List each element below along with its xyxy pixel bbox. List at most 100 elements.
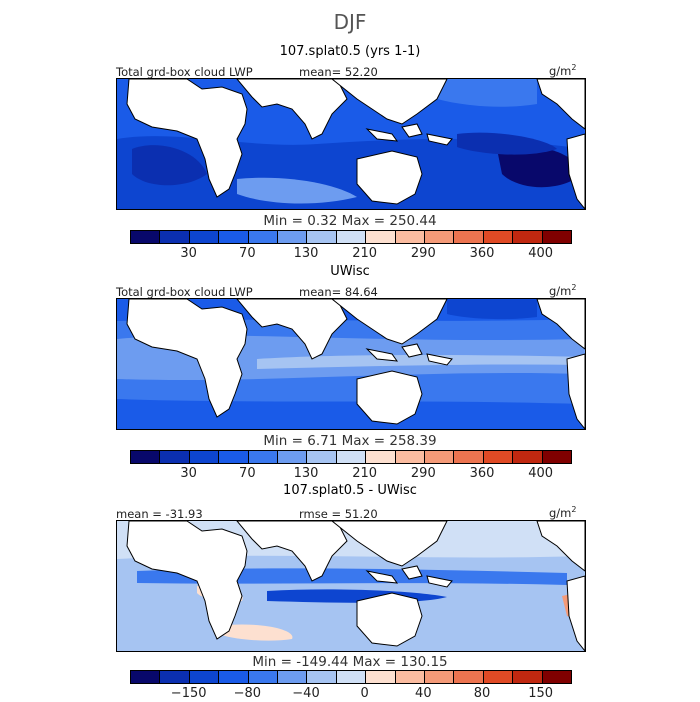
panel-2-ticks: 30 70 130 210 290 360 400 bbox=[130, 466, 570, 482]
land-outline bbox=[401, 343, 423, 358]
colorbar-tick-label: 210 bbox=[352, 246, 378, 261]
panel-1-ticks: 30 70 130 210 290 360 400 bbox=[130, 246, 570, 262]
panel-3-units: g/m2 bbox=[549, 505, 577, 520]
colorbar-swatch bbox=[219, 231, 249, 243]
colorbar-swatch bbox=[189, 231, 220, 243]
colorbar-tick-label: 360 bbox=[469, 246, 495, 261]
panel-1-field-label: Total grd-box cloud LWP bbox=[116, 65, 253, 79]
colorbar-swatch bbox=[513, 671, 543, 683]
colorbar-swatch bbox=[483, 231, 514, 243]
colorbar-swatch bbox=[336, 671, 367, 683]
colorbar-swatch bbox=[483, 671, 514, 683]
land-outline bbox=[566, 133, 585, 209]
land-outline bbox=[365, 128, 399, 142]
colorbar-swatch bbox=[131, 671, 161, 683]
land-outline bbox=[426, 575, 453, 588]
colorbar-swatch bbox=[454, 451, 484, 463]
colorbar-swatch bbox=[336, 231, 367, 243]
colorbar-swatch bbox=[307, 671, 337, 683]
colorbar-swatch bbox=[454, 231, 484, 243]
colorbar-tick-label: 400 bbox=[528, 246, 554, 261]
land-outline bbox=[236, 299, 348, 360]
colorbar-swatch bbox=[395, 231, 426, 243]
field-contour bbox=[137, 568, 567, 585]
land-outline bbox=[365, 570, 399, 584]
colorbar-swatch bbox=[248, 451, 279, 463]
land-outline bbox=[401, 565, 423, 580]
land-outline bbox=[566, 575, 585, 651]
colorbar-swatch bbox=[219, 671, 249, 683]
panel-1-map bbox=[116, 78, 586, 210]
land-outline bbox=[426, 353, 453, 366]
panel-3-map bbox=[116, 520, 586, 652]
colorbar-tick-label: 130 bbox=[293, 466, 319, 481]
field-contour bbox=[447, 299, 537, 320]
colorbar-tick-label: 290 bbox=[410, 246, 436, 261]
colorbar-tick-label: −150 bbox=[170, 686, 207, 701]
panel-2-units: g/m2 bbox=[549, 283, 577, 298]
colorbar-swatch bbox=[189, 671, 220, 683]
field-contour bbox=[497, 145, 583, 188]
colorbar-swatch bbox=[425, 451, 455, 463]
colorbar-tick-label: 290 bbox=[410, 466, 436, 481]
colorbar-swatch bbox=[425, 671, 455, 683]
land-outline bbox=[426, 133, 453, 146]
field-contour bbox=[237, 177, 357, 204]
panel-3-rmse: rmse = 51.20 bbox=[299, 507, 378, 521]
land-outline bbox=[356, 150, 423, 205]
land-outline bbox=[356, 592, 423, 647]
panel-1-mean: mean= 52.20 bbox=[299, 65, 378, 79]
colorbar-swatch bbox=[483, 451, 514, 463]
panel-1-units: g/m2 bbox=[549, 63, 577, 78]
field-contour bbox=[457, 132, 557, 155]
colorbar-swatch bbox=[219, 451, 249, 463]
colorbar-swatch bbox=[131, 231, 161, 243]
colorbar-tick-label: 70 bbox=[239, 466, 256, 481]
land-outline bbox=[331, 299, 448, 345]
colorbar-swatch bbox=[542, 671, 572, 683]
panel-3-title: 107.splat0.5 - UWisc bbox=[283, 483, 417, 498]
land-outline bbox=[126, 79, 248, 198]
colorbar-swatch bbox=[160, 671, 190, 683]
land-outline bbox=[536, 79, 585, 130]
field-contour bbox=[257, 354, 585, 369]
land-outline bbox=[356, 370, 423, 425]
land-outline bbox=[236, 521, 348, 582]
colorbar-tick-label: 40 bbox=[415, 686, 432, 701]
land-outline bbox=[365, 348, 399, 362]
colorbar-swatch bbox=[366, 671, 396, 683]
field-contour bbox=[132, 145, 207, 186]
colorbar-tick-label: 80 bbox=[473, 686, 491, 701]
colorbar-swatch bbox=[278, 451, 308, 463]
colorbar-swatch bbox=[395, 451, 426, 463]
panel-2-field-label: Total grd-box cloud LWP bbox=[116, 285, 253, 299]
panel-1-title: 107.splat0.5 (yrs 1-1) bbox=[279, 44, 421, 59]
colorbar-swatch bbox=[278, 231, 308, 243]
colorbar-swatch bbox=[160, 231, 190, 243]
colorbar-swatch bbox=[454, 671, 484, 683]
panel-3-ticks: −150 −80 −40 0 40 80 150 bbox=[130, 686, 570, 702]
field-contour bbox=[117, 399, 585, 429]
panel-1-minmax: Min = 0.32 Max = 250.44 bbox=[263, 213, 437, 229]
panel-3-mean: mean = -31.93 bbox=[116, 507, 203, 521]
colorbar-swatch bbox=[307, 451, 337, 463]
land-outline bbox=[401, 123, 423, 138]
colorbar-tick-label: 130 bbox=[293, 246, 319, 261]
colorbar-swatch bbox=[307, 231, 337, 243]
season-title: DJF bbox=[333, 10, 367, 34]
land-outline bbox=[331, 79, 448, 125]
colorbar-tick-label: 30 bbox=[180, 466, 197, 481]
land-outline bbox=[236, 79, 348, 140]
land-outline bbox=[536, 521, 585, 572]
panel-3-minmax: Min = -149.44 Max = 130.15 bbox=[252, 654, 448, 670]
colorbar-swatch bbox=[395, 671, 426, 683]
panel-2-map bbox=[116, 298, 586, 430]
panel-2-mean: mean= 84.64 bbox=[299, 285, 378, 299]
colorbar-swatch bbox=[189, 451, 220, 463]
colorbar-swatch bbox=[366, 231, 396, 243]
land-outline bbox=[126, 299, 248, 418]
field-contour bbox=[437, 79, 537, 107]
colorbar-swatch bbox=[513, 231, 543, 243]
colorbar-tick-label: 360 bbox=[469, 466, 495, 481]
colorbar-tick-label: 0 bbox=[360, 686, 369, 701]
